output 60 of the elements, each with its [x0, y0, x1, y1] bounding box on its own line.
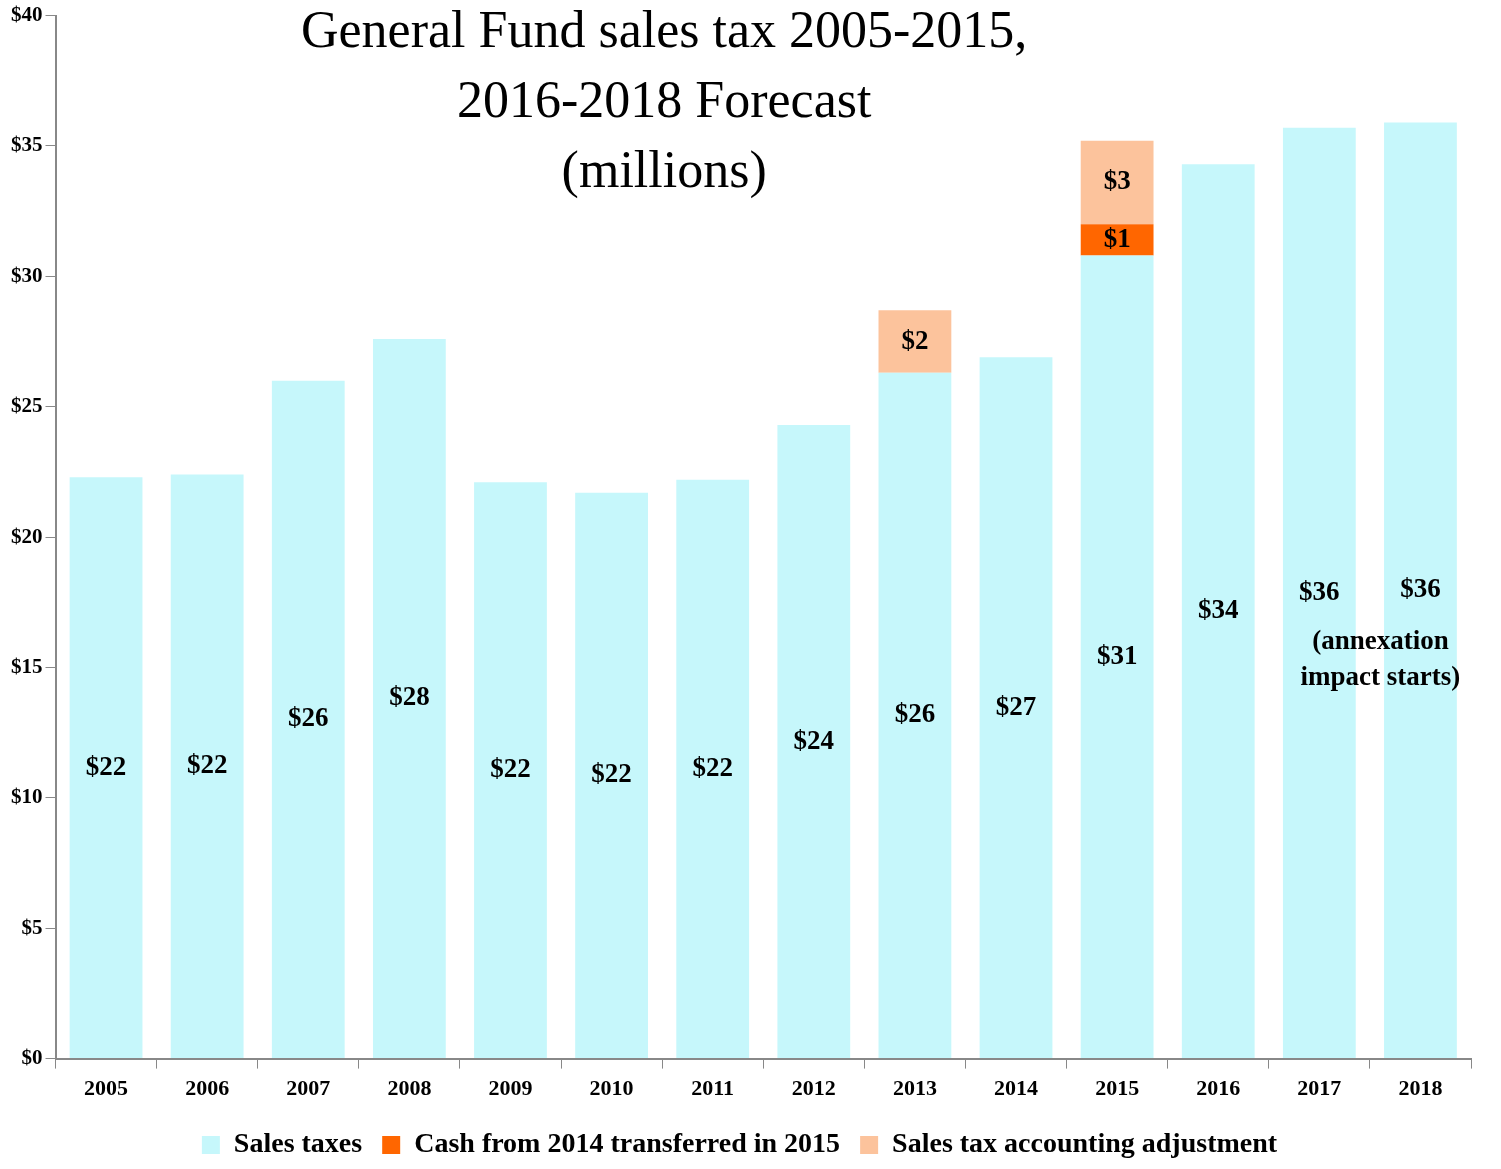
- annotation: (annexation impact starts): [1300, 625, 1461, 692]
- y-tick-label: $40: [11, 2, 43, 27]
- bar: [372, 338, 446, 1059]
- data-label: $36: [1299, 575, 1340, 606]
- bar: [676, 479, 750, 1059]
- bar: [878, 372, 952, 1059]
- x-tick-label: 2017: [1297, 1075, 1342, 1101]
- bar: [474, 482, 547, 1059]
- legend-label: Sales taxes: [233, 1127, 363, 1159]
- data-label: $22: [186, 749, 228, 780]
- data-label: $22: [591, 758, 632, 789]
- data-label: $24: [793, 724, 835, 755]
- data-label: $27: [995, 690, 1037, 721]
- bar: [1080, 255, 1154, 1059]
- y-tick-label: $0: [21, 1045, 43, 1070]
- x-tick-label: 2010: [589, 1075, 634, 1101]
- bar: [878, 310, 952, 373]
- y-tick-label: $5: [21, 914, 43, 939]
- x-tick-label: 2005: [84, 1075, 129, 1101]
- data-label: $2: [901, 324, 929, 355]
- legend-label: Sales tax accounting adjustment: [892, 1127, 1278, 1159]
- y-tick-label: $20: [11, 523, 43, 548]
- data-label: $28: [389, 681, 430, 712]
- x-tick-label: 2008: [387, 1075, 432, 1101]
- x-tick-label: 2006: [185, 1075, 230, 1101]
- x-tick-label: 2011: [691, 1075, 735, 1101]
- data-label: $26: [288, 702, 329, 733]
- data-label: $1: [1103, 222, 1131, 253]
- data-label: $22: [490, 753, 531, 784]
- bar: [1181, 164, 1255, 1059]
- text: (millions): [561, 141, 767, 200]
- bar: [979, 357, 1053, 1059]
- data-label: $22: [85, 750, 127, 781]
- bar: [777, 424, 851, 1059]
- bar: [69, 477, 143, 1059]
- y-tick-label: $30: [11, 262, 43, 287]
- legend-label: Cash from 2014 transferred in 2015: [414, 1127, 841, 1159]
- x-tick-label: 2007: [286, 1075, 331, 1101]
- bar: [1080, 140, 1154, 225]
- data-label: $26: [894, 698, 936, 729]
- y-tick-label: $15: [11, 653, 43, 678]
- data-label: $34: [1197, 594, 1239, 625]
- x-tick-label: 2018: [1398, 1075, 1443, 1101]
- data-label: $22: [692, 751, 733, 782]
- data-label: $36: [1400, 573, 1441, 604]
- y-tick-label: $25: [11, 393, 43, 418]
- bar: [575, 492, 648, 1059]
- x-tick-label: 2013: [892, 1075, 937, 1101]
- x-tick-label: 2012: [791, 1075, 836, 1101]
- x-tick-label: 2016: [1196, 1075, 1241, 1101]
- y-tick-label: $10: [11, 784, 43, 809]
- x-tick-label: 2009: [488, 1075, 533, 1101]
- bar: [170, 474, 244, 1059]
- data-label: $3: [1103, 165, 1131, 196]
- chart-title: General Fund sales tax 2005-2015, 2016-2018 Forecast: [300, 1, 1028, 129]
- y-tick-label: $35: [11, 132, 43, 157]
- x-tick-label: 2014: [994, 1075, 1039, 1101]
- bar: [271, 380, 345, 1059]
- x-tick-label: 2015: [1095, 1075, 1140, 1101]
- data-label: $31: [1096, 639, 1138, 670]
